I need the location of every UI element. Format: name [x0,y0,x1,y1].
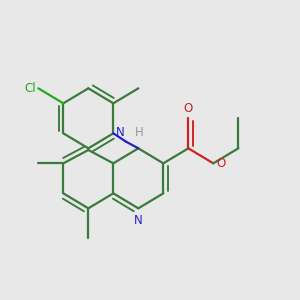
Text: O: O [184,102,193,115]
Text: N: N [134,214,143,227]
Text: Cl: Cl [24,82,36,95]
Text: N: N [116,126,124,139]
Text: O: O [216,157,226,170]
Text: H: H [135,126,144,139]
